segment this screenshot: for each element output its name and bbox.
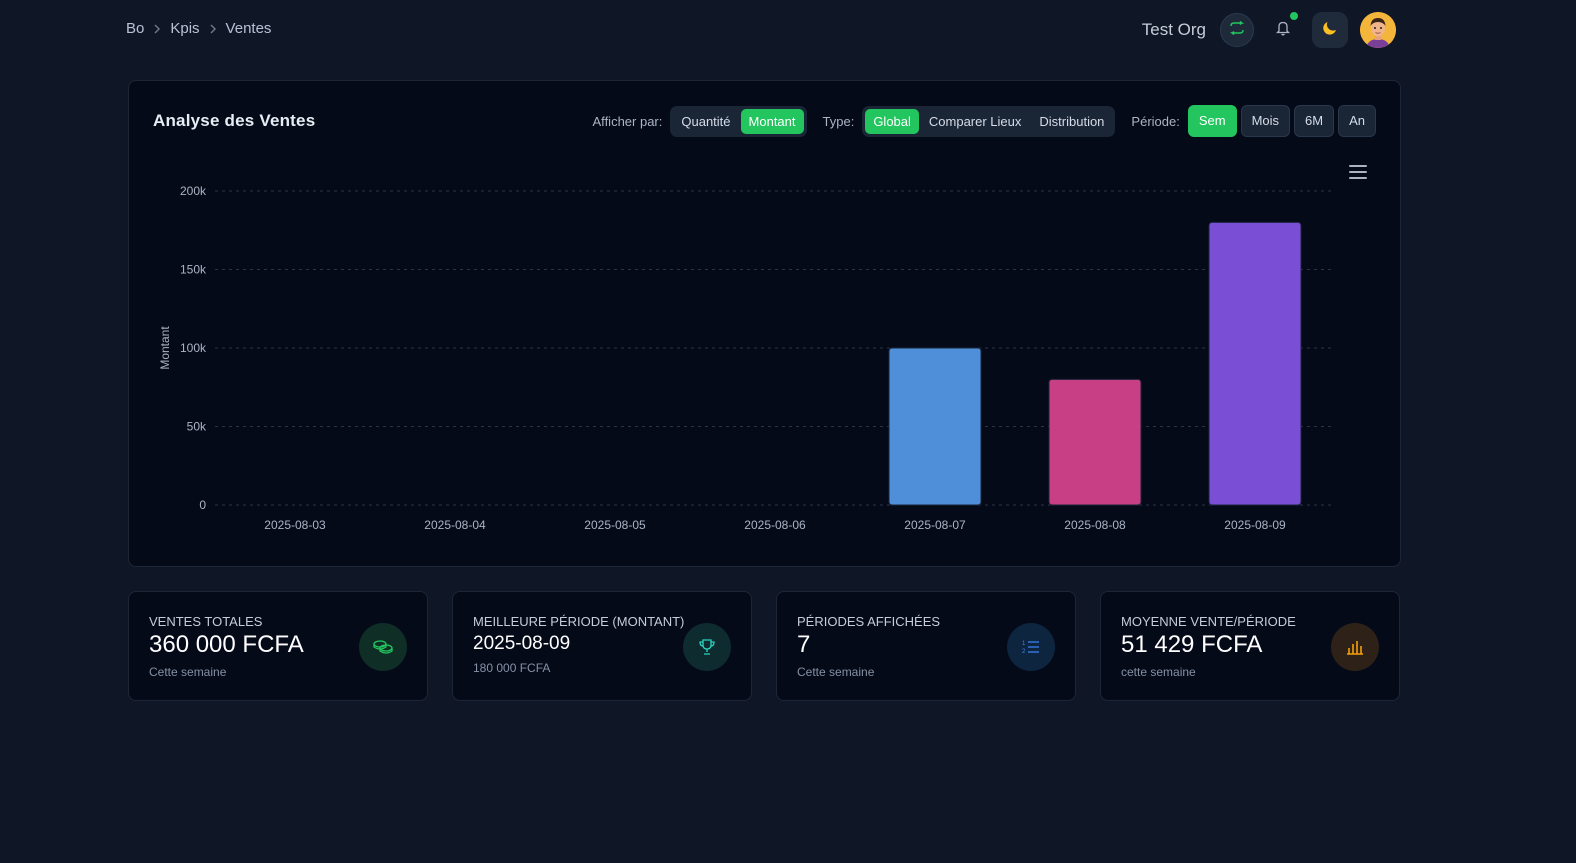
type-global-button[interactable]: Global bbox=[865, 108, 919, 134]
chart-controls: Afficher par: Quantité Montant Type: Glo… bbox=[593, 105, 1376, 137]
stat-card-total-sales: VENTES TOTALES 360 000 FCFA Cette semain… bbox=[128, 591, 428, 701]
y-tick-label: 50k bbox=[187, 420, 207, 434]
period-toggle: Sem Mois 6M An bbox=[1187, 105, 1376, 137]
period-an-button[interactable]: An bbox=[1338, 105, 1376, 137]
svg-text:1: 1 bbox=[1022, 641, 1026, 647]
svg-text:2: 2 bbox=[1022, 649, 1026, 655]
stat-value: 360 000 FCFA bbox=[149, 631, 304, 658]
y-tick-label: 200k bbox=[180, 184, 207, 198]
period-6m-button[interactable]: 6M bbox=[1294, 105, 1335, 137]
x-tick-label: 2025-08-03 bbox=[264, 518, 326, 532]
x-tick-label: 2025-08-08 bbox=[1064, 518, 1126, 532]
notification-dot bbox=[1290, 12, 1298, 20]
breadcrumb-item-kpis[interactable]: Kpis bbox=[170, 20, 200, 37]
stat-card-average-sale: MOYENNE VENTE/PÉRIODE 51 429 FCFA cette … bbox=[1100, 591, 1400, 701]
breadcrumb-item-bo[interactable]: Bo bbox=[126, 20, 145, 37]
display-by-quantite-button[interactable]: Quantité bbox=[681, 113, 731, 129]
y-tick-label: 0 bbox=[199, 498, 206, 512]
card-title: Analyse des Ventes bbox=[153, 111, 316, 130]
bar-2025-08-08 bbox=[1048, 378, 1142, 506]
chart-menu-icon[interactable] bbox=[1349, 165, 1367, 179]
y-axis-label: Montant bbox=[158, 326, 172, 370]
display-by-label: Afficher par: bbox=[592, 113, 663, 129]
stat-label: VENTES TOTALES bbox=[149, 614, 263, 629]
display-by-montant-button[interactable]: Montant bbox=[740, 108, 804, 134]
header-actions: Test Org bbox=[1142, 12, 1396, 48]
avatar[interactable] bbox=[1360, 12, 1396, 48]
trophy-icon bbox=[683, 623, 731, 671]
stat-subtext: Cette semaine bbox=[149, 665, 227, 679]
x-tick-label: 2025-08-09 bbox=[1224, 518, 1286, 532]
bell-icon bbox=[1275, 20, 1291, 41]
type-comparer-lieux-button[interactable]: Comparer Lieux bbox=[928, 113, 1022, 129]
notifications-button[interactable] bbox=[1266, 12, 1300, 47]
type-label: Type: bbox=[822, 113, 855, 129]
x-tick-label: 2025-08-04 bbox=[424, 518, 486, 532]
moon-icon bbox=[1322, 20, 1338, 41]
stat-label: MEILLEURE PÉRIODE (MONTANT) bbox=[473, 614, 685, 629]
coins-icon bbox=[359, 623, 407, 671]
stat-value: 7 bbox=[797, 631, 811, 658]
period-label: Période: bbox=[1131, 113, 1180, 129]
sync-icon bbox=[1229, 20, 1245, 40]
period-sem-button[interactable]: Sem bbox=[1187, 105, 1237, 137]
bar-2025-08-07 bbox=[888, 347, 982, 506]
sales-bar-chart: 0 50k 100k 150k 200k Montant 2025-08-03 2025-08… bbox=[158, 184, 1335, 532]
y-tick-label: 100k bbox=[180, 341, 207, 355]
stat-card-best-period: MEILLEURE PÉRIODE (MONTANT) 2025-08-09 1… bbox=[452, 591, 752, 701]
breadcrumb: Bo Kpis Ventes bbox=[126, 20, 271, 37]
x-tick-label: 2025-08-05 bbox=[584, 518, 646, 532]
stat-value: 2025-08-09 bbox=[473, 633, 571, 654]
chevron-right-icon bbox=[152, 23, 162, 35]
stat-label: PÉRIODES AFFICHÉES bbox=[797, 614, 941, 629]
sync-button[interactable] bbox=[1220, 13, 1254, 47]
y-tick-label: 150k bbox=[180, 263, 207, 277]
x-tick-label: 2025-08-06 bbox=[744, 518, 806, 532]
stat-subtext: 180 000 FCFA bbox=[473, 661, 551, 675]
stat-subtext: Cette semaine bbox=[797, 665, 875, 679]
bar-chart-icon bbox=[1331, 623, 1379, 671]
stat-label: MOYENNE VENTE/PÉRIODE bbox=[1121, 614, 1296, 629]
org-name[interactable]: Test Org bbox=[1141, 20, 1206, 39]
stat-value: 51 429 FCFA bbox=[1121, 631, 1263, 658]
x-tick-label: 2025-08-07 bbox=[904, 518, 966, 532]
theme-toggle-button[interactable] bbox=[1312, 12, 1348, 48]
type-distribution-button[interactable]: Distribution bbox=[1039, 113, 1105, 129]
bar-2025-08-09 bbox=[1208, 221, 1302, 506]
chevron-right-icon bbox=[208, 23, 218, 35]
type-toggle: Global Comparer Lieux Distribution bbox=[862, 105, 1116, 137]
display-by-toggle: Quantité Montant bbox=[670, 105, 807, 137]
stat-subtext: cette semaine bbox=[1121, 665, 1196, 679]
period-mois-button[interactable]: Mois bbox=[1240, 105, 1291, 137]
sales-analysis-card: Analyse des Ventes Afficher par: Quantit… bbox=[128, 80, 1401, 567]
breadcrumb-item-ventes: Ventes bbox=[225, 20, 272, 37]
